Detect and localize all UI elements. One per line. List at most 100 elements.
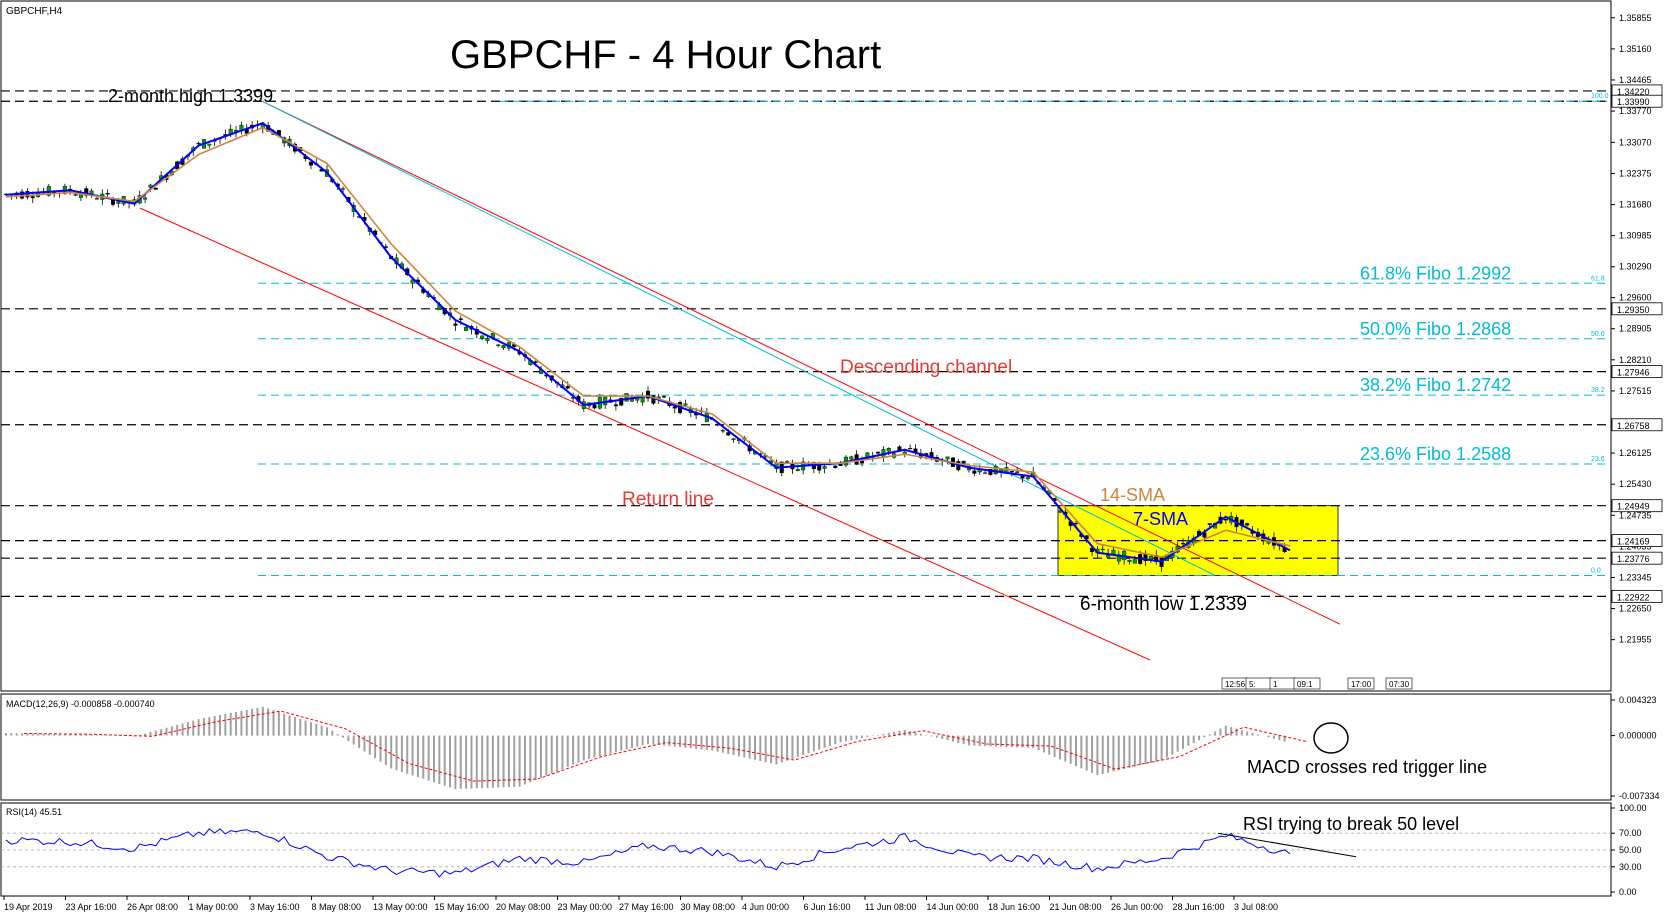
candle-body — [341, 188, 346, 190]
price-tick-label: 1.28905 — [1619, 324, 1652, 334]
time-tick-label: 11 Jun 08:00 — [865, 902, 916, 912]
candle-body — [624, 393, 629, 402]
fibo-diagonal-line — [261, 100, 1216, 576]
time-tick-label: 30 May 08:00 — [681, 902, 736, 912]
price-tag-label: 1.27946 — [1617, 368, 1650, 378]
candle-body — [453, 323, 458, 326]
candle-body — [1223, 518, 1228, 521]
candle-body — [496, 344, 501, 346]
macd-panel-frame — [0, 693, 1612, 801]
candle-body — [1015, 471, 1020, 473]
price-tag-box — [1611, 551, 1663, 565]
price-tick-label: 1.31680 — [1619, 200, 1652, 210]
price-tag-label: 1.33990 — [1617, 97, 1650, 107]
session-tag-label: 5: — [1249, 680, 1256, 689]
symbol-label: GBPCHF,H4 — [6, 6, 63, 17]
candle-body — [84, 188, 89, 196]
candle-body — [849, 456, 854, 460]
candle-body — [501, 345, 506, 349]
candle-body — [619, 397, 624, 406]
fibo-tag: 61.8 — [1591, 275, 1605, 282]
time-tick-label: 27 May 16:00 — [619, 902, 674, 912]
candle-body — [720, 430, 725, 432]
price-tick-label: 1.29600 — [1619, 293, 1652, 303]
time-tick-label: 4 Jun 00:00 — [742, 902, 789, 912]
candle-body — [1127, 560, 1132, 563]
price-tag-label: 1.23776 — [1617, 554, 1650, 564]
rsi-tick-label: 100.00 — [1619, 803, 1647, 813]
session-tag-box — [1385, 677, 1413, 690]
candle-body — [308, 161, 313, 166]
main-panel-frame — [0, 0, 1612, 692]
time-tick-label: 3 Jul 08:00 — [1234, 902, 1278, 912]
time-tick-label: 19 Apr 2019 — [4, 902, 53, 912]
session-tag-box — [1347, 677, 1375, 690]
candle-body — [988, 469, 993, 475]
price-tag-box — [1611, 365, 1663, 379]
price-tag-box — [1611, 499, 1663, 513]
fibo-label: 61.8% Fibo 1.2992 — [1360, 263, 1511, 283]
macd-tick-label: 0.004323 — [1619, 695, 1657, 705]
candle-body — [993, 466, 998, 475]
candle-body — [1207, 523, 1212, 525]
session-tag-label: 12:56 — [1225, 680, 1246, 689]
time-tick-label: 3 May 16:00 — [250, 902, 300, 912]
candle-body — [143, 197, 148, 200]
fibo-tag: 0.0 — [1591, 567, 1601, 574]
session-tag-label: 07:30 — [1389, 680, 1410, 689]
candle-body — [945, 456, 950, 460]
candle-body — [1100, 548, 1105, 551]
price-tag-label: 1.24949 — [1617, 502, 1650, 512]
price-tag-box — [1611, 302, 1663, 316]
candle-body — [207, 143, 212, 146]
candle-body — [908, 447, 913, 450]
time-tick-label: 8 May 08:00 — [312, 902, 362, 912]
price-tick-label: 1.25430 — [1619, 479, 1652, 489]
candle-body — [795, 469, 800, 471]
two-month-high-label: 2-month high 1.3399 — [108, 86, 273, 106]
candle-body — [876, 451, 881, 454]
fibo-tag: 100.0 — [1591, 93, 1609, 100]
price-tick-label: 1.24735 — [1619, 510, 1652, 520]
candle-body — [613, 404, 618, 407]
price-tag-box — [1611, 534, 1663, 547]
rsi-tick-label: 50.00 — [1619, 845, 1642, 855]
price-tick-label: 1.22650 — [1619, 604, 1652, 614]
candle-body — [73, 194, 78, 196]
fibo-tag: 23.6 — [1591, 456, 1605, 463]
candle-body — [972, 470, 977, 474]
fibo-label: 38.2% Fibo 1.2742 — [1360, 375, 1511, 395]
macd-cross-circle — [1313, 722, 1349, 754]
price-tag-label: 1.24169 — [1617, 537, 1650, 547]
candle-body — [30, 196, 35, 199]
time-tick-label: 1 May 00:00 — [189, 902, 239, 912]
candle-body — [683, 403, 688, 406]
candle-body — [731, 438, 736, 440]
rsi-indicator-label: RSI(14) 45.51 — [6, 807, 62, 817]
time-tick-label: 28 Jun 16:00 — [1173, 902, 1225, 912]
price-tick-label: 1.35855 — [1619, 13, 1652, 23]
candle-body — [1025, 477, 1030, 480]
candle-body — [94, 198, 99, 200]
time-tick-label: 14 Jun 00:00 — [927, 902, 979, 912]
rsi-tick-label: 30.00 — [1619, 862, 1642, 872]
candle-body — [1132, 559, 1137, 564]
macd-signal-line — [23, 710, 1309, 782]
macd-tick-label: -0.007334 — [1619, 791, 1660, 801]
time-tick-label: 23 May 00:00 — [558, 902, 613, 912]
chart-title: GBPCHF - 4 Hour Chart — [450, 33, 881, 77]
fibo-label: 23.6% Fibo 1.2588 — [1360, 444, 1511, 464]
candle-body — [1073, 522, 1078, 525]
candle-body — [983, 472, 988, 474]
price-tag-label: 1.34220 — [1617, 87, 1650, 97]
time-tick-label: 26 Jun 00:00 — [1111, 902, 1163, 912]
time-tick-label: 15 May 16:00 — [435, 902, 490, 912]
price-tick-label: 1.33770 — [1619, 106, 1652, 116]
candle-body — [1180, 543, 1185, 545]
candle-body — [485, 338, 490, 341]
time-tick-label: 18 Jun 16:00 — [988, 902, 1040, 912]
candle-body — [646, 390, 651, 399]
candle-body — [662, 396, 667, 398]
price-tag-box — [1611, 418, 1663, 432]
